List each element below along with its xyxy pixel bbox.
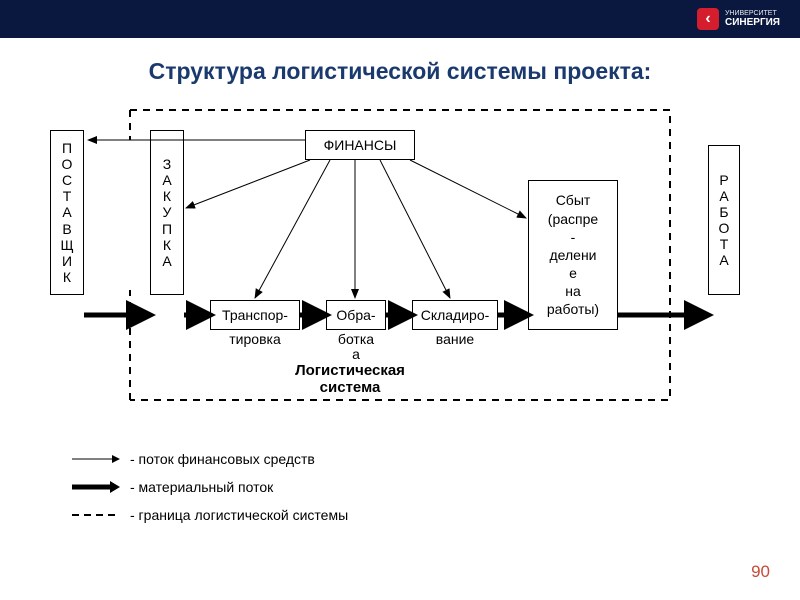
logo: ‹ УНИВЕРСИТЕТ СИНЕРГИЯ [697,8,780,30]
system-label: Логистическаясистема [260,362,440,397]
logo-text: УНИВЕРСИТЕТ СИНЕРГИЯ [725,10,780,29]
legend-text-material: - материальный поток [130,480,273,495]
node-transport-below: тировка [210,332,300,347]
header-bar: ‹ УНИВЕРСИТЕТ СИНЕРГИЯ [0,0,800,38]
node-supplier: ПОСТАВЩИК [50,130,84,295]
legend: - поток финансовых средств - материальны… [70,445,348,529]
legend-text-boundary: - граница логистической системы [130,508,348,523]
thick-arrow-icon [70,480,120,494]
legend-row-finance: - поток финансовых средств [70,445,348,473]
node-sales: Сбыт(распре-делениенаработы) [528,180,618,330]
dashed-line-icon [70,511,120,519]
legend-row-boundary: - граница логистической системы [70,501,348,529]
node-storage: Складиро- [412,300,498,330]
thin-arrow-icon [70,453,120,465]
node-work: РАБОТА [708,145,740,295]
node-finance: ФИНАНСЫ [305,130,415,160]
node-transport: Транспор- [210,300,300,330]
legend-text-finance: - поток финансовых средств [130,452,315,467]
node-process: Обра- [326,300,386,330]
page-title: Структура логистической системы проекта: [0,58,800,85]
page-number: 90 [751,562,770,582]
diagram-container: ПОСТАВЩИК ЗАКУПКА ФИНАНСЫ Транспор- тиро… [50,100,750,420]
legend-row-material: - материальный поток [70,473,348,501]
node-process-below: боткаа [326,332,386,363]
node-storage-below: вание [412,332,498,347]
logo-mark-icon: ‹ [697,8,719,30]
node-purchase: ЗАКУПКА [150,130,184,295]
logo-line1: УНИВЕРСИТЕТ [725,10,780,18]
logo-line2: СИНЕРГИЯ [725,17,780,28]
